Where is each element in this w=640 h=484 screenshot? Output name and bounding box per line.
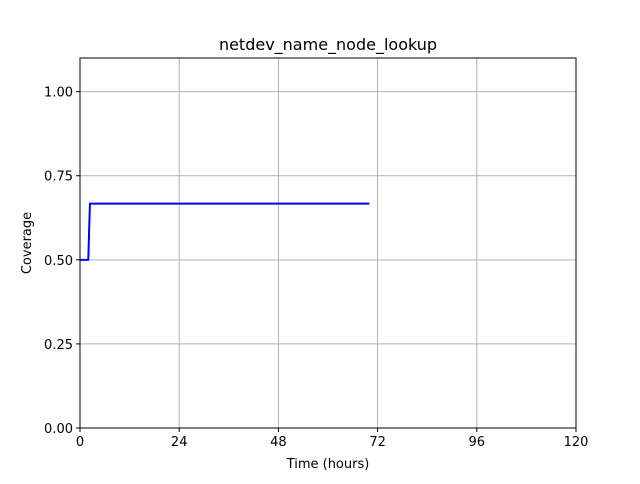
y-tick-label: 0.75 [44, 170, 73, 185]
y-tick-label: 0.50 [44, 254, 73, 269]
coverage-line-series [80, 202, 370, 261]
x-tick-label: 0 [76, 435, 84, 450]
x-tick-label: 48 [270, 435, 287, 450]
x-tick-label: 72 [369, 435, 386, 450]
y-tick-label: 0.25 [44, 338, 73, 353]
ticks: 0 24 48 72 96 120 0.00 0.25 0.50 0.75 1.00 [44, 86, 588, 450]
x-tick-label: 96 [469, 435, 486, 450]
x-axis-label: Time (hours) [286, 457, 370, 472]
x-tick-label: 120 [564, 435, 589, 450]
y-axis-label: Coverage [20, 212, 35, 274]
y-tick-label: 1.00 [44, 86, 73, 101]
chart-title: netdev_name_node_lookup [219, 35, 437, 55]
x-tick-label: 24 [171, 435, 188, 450]
y-tick-label: 0.00 [44, 422, 73, 437]
series-layer [80, 202, 370, 261]
plot-frame [79, 57, 577, 429]
